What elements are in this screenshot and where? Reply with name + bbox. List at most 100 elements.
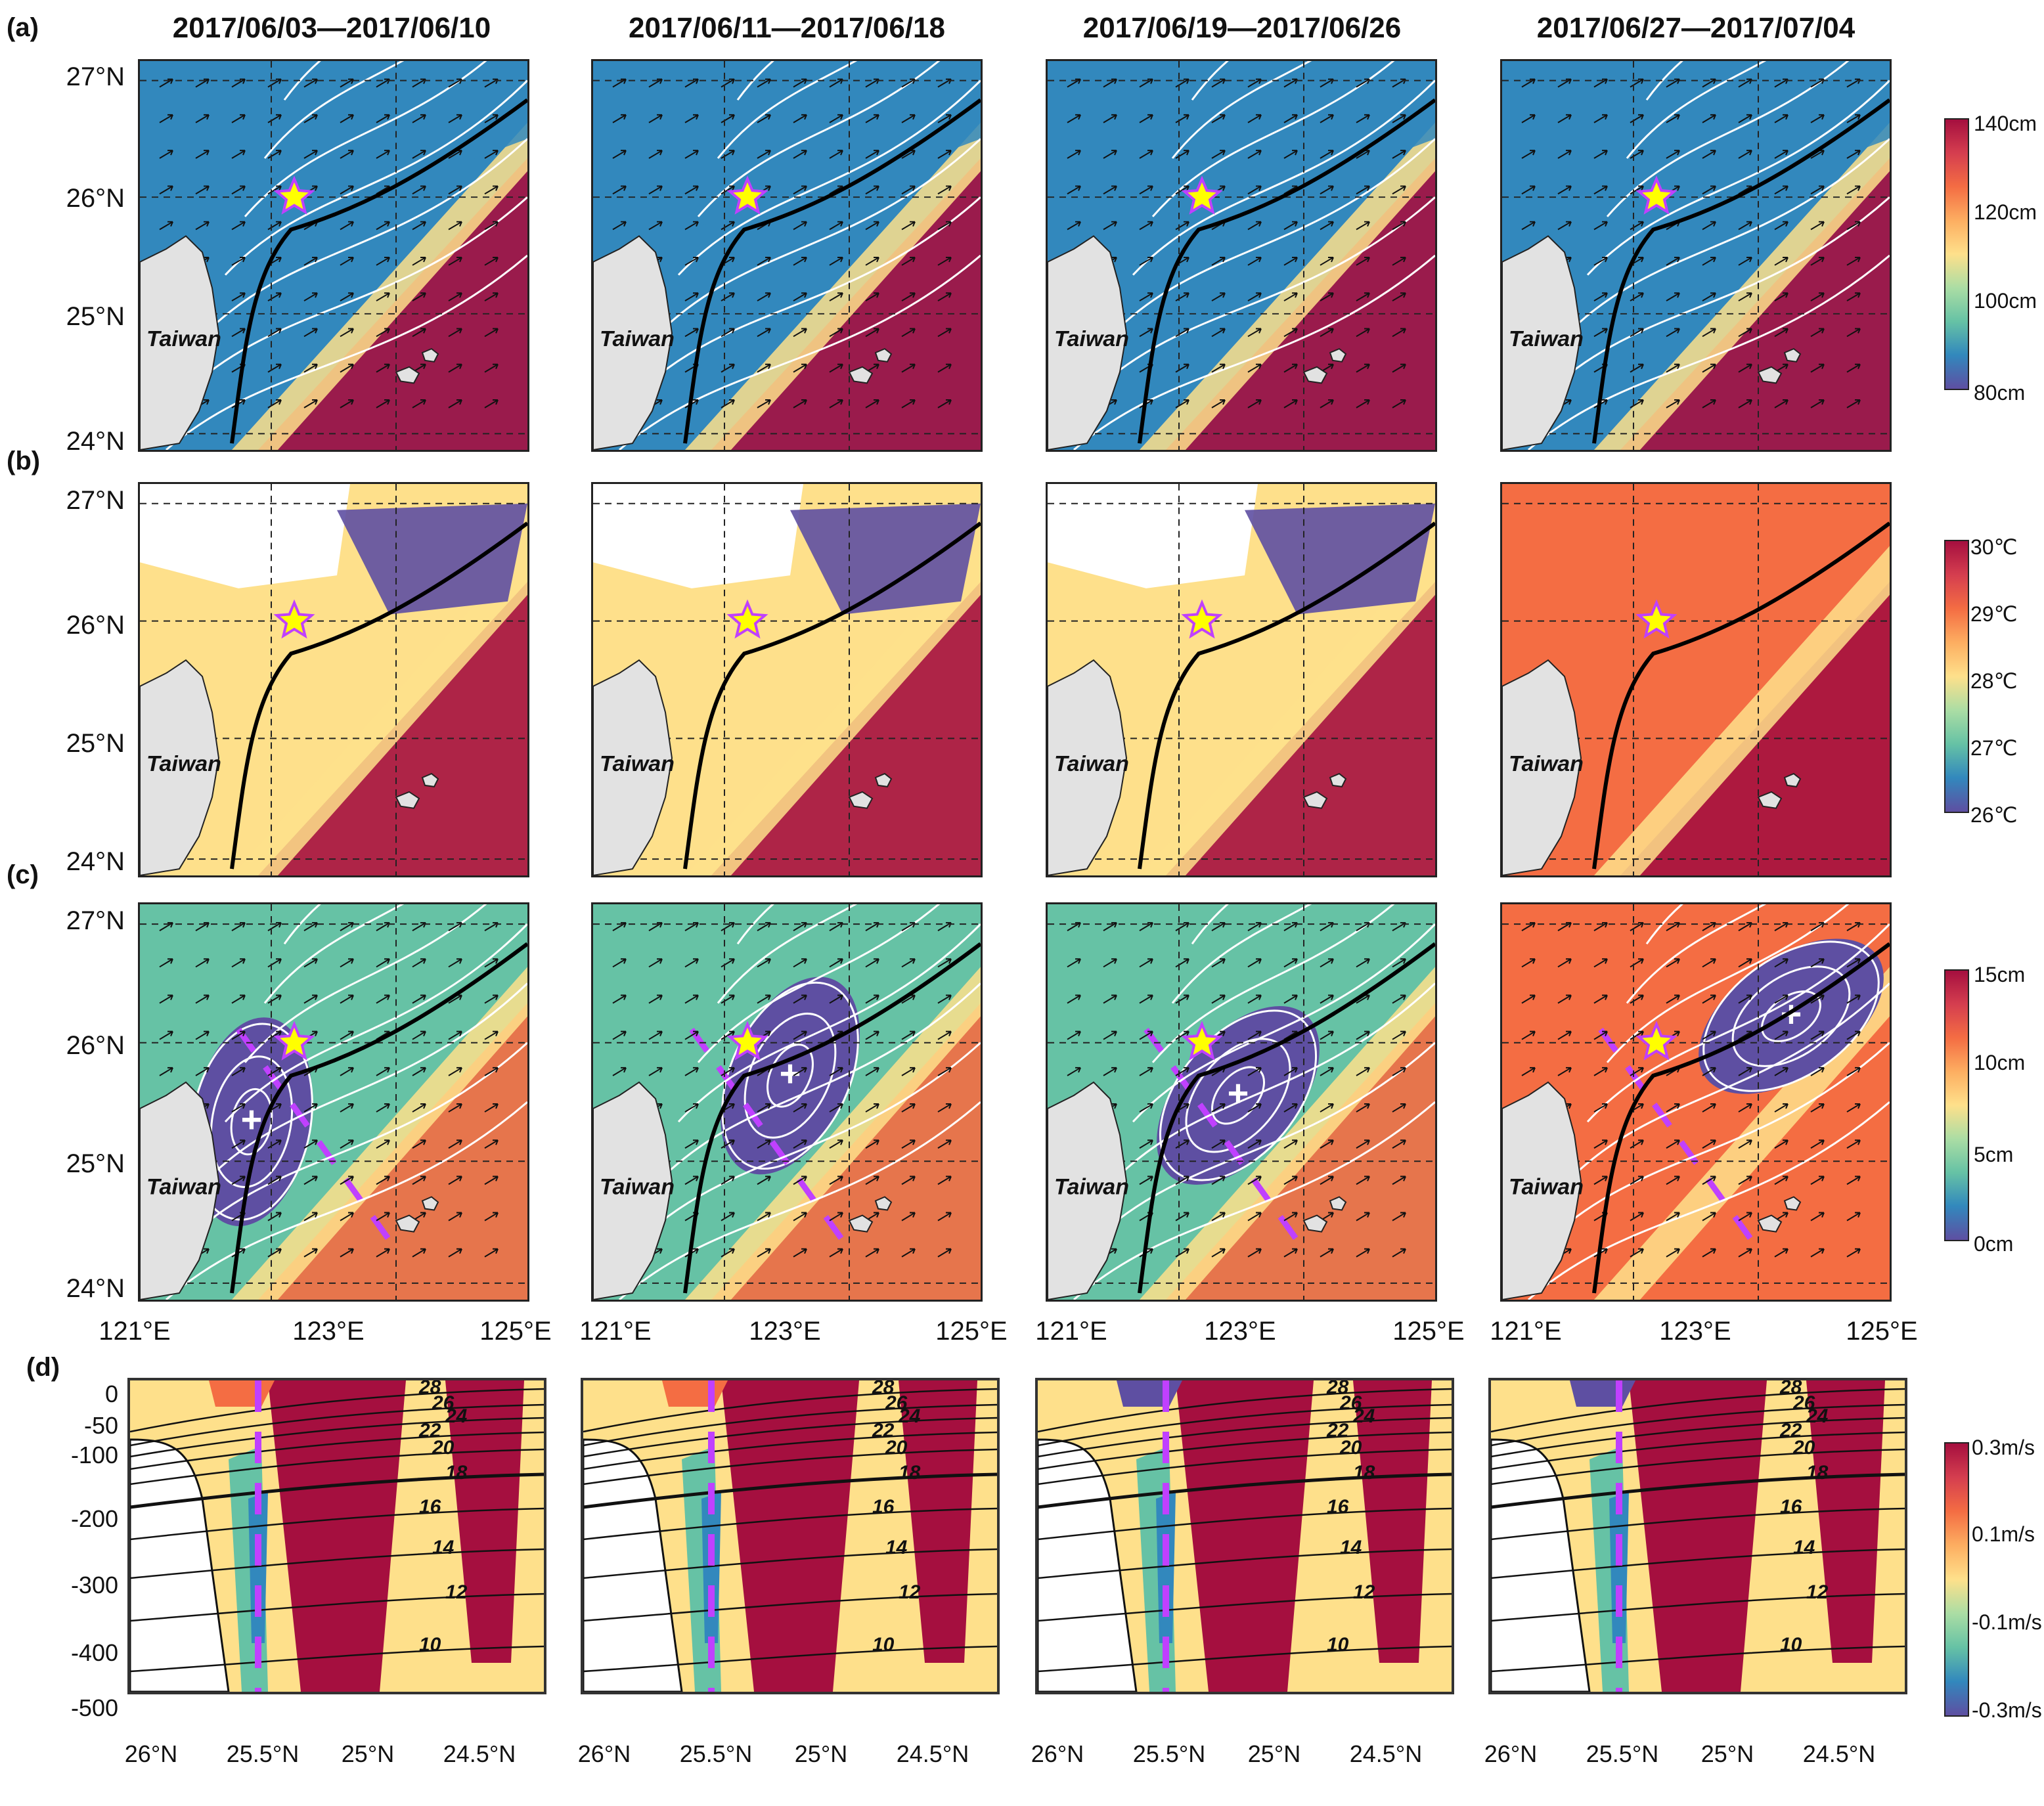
southward-core <box>248 1492 268 1643</box>
velocity-arrow <box>1593 1139 1608 1149</box>
streamline <box>283 904 321 945</box>
velocity-arrow <box>829 221 843 231</box>
lat-label-c-26: 26°N <box>66 1031 125 1060</box>
streamline <box>1586 79 1890 276</box>
velocity-arrow <box>303 78 318 88</box>
lon-label-c2-123: 123°E <box>749 1317 821 1346</box>
velocity-arrow <box>1593 221 1608 231</box>
velocity-arrow <box>1283 1139 1298 1149</box>
velocity-arrow <box>1846 1212 1861 1222</box>
frontal-band <box>1594 122 1890 450</box>
velocity-arrow <box>340 399 354 408</box>
small-island <box>1302 366 1328 384</box>
lat-label-b-24: 24°N <box>66 847 125 876</box>
colorbar-a-tick-140: 140cm <box>1974 112 2037 135</box>
velocity-arrow <box>937 328 952 338</box>
velocity-arrow <box>1738 328 1752 338</box>
velocity-arrow <box>1175 1248 1189 1258</box>
velocity-arrow <box>1738 1212 1752 1222</box>
velocity-arrow <box>231 994 246 1004</box>
small-island <box>1329 347 1347 363</box>
streamline <box>1073 254 1435 450</box>
sec-x-1-245: 24.5°N <box>443 1740 516 1767</box>
velocity-arrow <box>484 185 499 195</box>
velocity-arrow <box>1247 994 1262 1004</box>
velocity-arrow <box>303 363 318 373</box>
velocity-arrow <box>267 114 282 123</box>
velocity-arrow <box>1211 114 1226 123</box>
isotherm-line <box>1491 1448 1905 1486</box>
station-star-marker <box>726 599 768 639</box>
velocity-arrow <box>793 994 807 1004</box>
velocity-arrow <box>793 1067 807 1076</box>
velocity-arrow <box>1247 1176 1262 1185</box>
depth-label-400: -400 <box>70 1639 118 1666</box>
streamline <box>1191 61 1229 101</box>
velocity-arrow <box>340 256 354 266</box>
velocity-arrow <box>1593 78 1608 88</box>
lon-label-c2-121: 121°E <box>579 1317 652 1346</box>
velocity-arrow <box>1103 78 1117 88</box>
taiwan-label: Taiwan <box>1509 326 1584 351</box>
velocity-arrow <box>412 1248 426 1258</box>
isotherm-line <box>583 1448 997 1486</box>
velocity-arrow <box>1774 1067 1788 1076</box>
velocity-arrow <box>1810 1176 1825 1185</box>
lat-label-c-27: 27°N <box>66 906 125 935</box>
small-island <box>1783 1196 1802 1211</box>
velocity-arrow <box>865 1103 879 1112</box>
velocity-arrow <box>684 922 699 931</box>
velocity-arrow <box>195 994 210 1004</box>
velocity-arrow <box>1774 185 1788 195</box>
velocity-arrow <box>1356 363 1370 373</box>
velocity-arrow <box>684 1103 699 1112</box>
velocity-arrow <box>195 78 210 88</box>
front-line <box>1138 942 1435 1294</box>
velocity-arrow <box>376 1103 390 1112</box>
velocity-arrow <box>1356 221 1370 231</box>
velocity-arrow <box>1810 958 1825 968</box>
isotherm-line <box>1038 1472 1452 1509</box>
velocity-arrow <box>376 292 390 301</box>
velocity-arrow <box>1774 256 1788 266</box>
velocity-arrow <box>1103 185 1117 195</box>
isotherm-label: 18 <box>1353 1462 1375 1484</box>
velocity-arrow <box>793 1248 807 1258</box>
small-island <box>421 772 439 787</box>
section-d3: 28 26 24 22 20 18 16 14 12 10 <box>1035 1378 1454 1694</box>
velocity-arrow <box>195 221 210 231</box>
streamline <box>1073 1101 1435 1300</box>
velocity-arrow <box>1175 1139 1189 1149</box>
southward-core <box>701 1492 721 1643</box>
velocity-arrow <box>1247 1139 1262 1149</box>
taiwan-label: Taiwan <box>600 1174 675 1199</box>
velocity-arrow <box>937 1067 952 1076</box>
isotherm-line <box>583 1507 997 1541</box>
velocity-arrow <box>1103 221 1117 231</box>
frontal-band <box>685 546 981 875</box>
velocity-arrow <box>793 1030 807 1040</box>
colorbar-c-tick-10: 10cm <box>1974 1051 2026 1074</box>
lon-label-c2-125: 125°E <box>935 1317 1008 1346</box>
isotherm-label: 28 <box>418 1380 441 1398</box>
station-star-marker <box>1181 175 1223 215</box>
panel-a2: Taiwan <box>591 59 983 452</box>
velocity-arrow <box>1139 256 1153 266</box>
velocity-arrow <box>1211 958 1226 968</box>
velocity-arrow <box>1810 399 1825 408</box>
lat-label-a-24: 24°N <box>66 427 125 456</box>
taiwan-label: Taiwan <box>1054 1174 1129 1199</box>
velocity-arrow <box>1557 922 1572 931</box>
velocity-arrow <box>1103 1067 1117 1076</box>
velocity-arrow <box>1320 328 1334 338</box>
velocity-arrow <box>612 114 627 123</box>
velocity-arrow <box>231 922 246 931</box>
taiwan-landmass <box>1502 659 1582 875</box>
front-line <box>1138 521 1435 870</box>
velocity-arrow <box>1103 958 1117 968</box>
isotherm-label: 26 <box>1339 1392 1362 1414</box>
streamline <box>1645 61 1683 101</box>
velocity-arrow <box>484 1176 499 1185</box>
velocity-arrow <box>1283 114 1298 123</box>
velocity-arrow <box>1067 994 1081 1004</box>
